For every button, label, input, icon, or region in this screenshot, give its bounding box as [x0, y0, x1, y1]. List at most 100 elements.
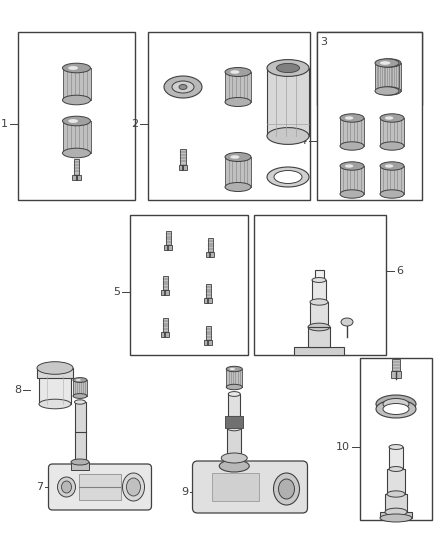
Ellipse shape: [61, 481, 71, 493]
Ellipse shape: [219, 460, 249, 472]
Bar: [391, 371, 401, 378]
Bar: [340, 118, 364, 146]
Ellipse shape: [71, 459, 89, 465]
Ellipse shape: [383, 403, 409, 415]
Ellipse shape: [228, 392, 240, 397]
Ellipse shape: [274, 171, 302, 183]
Bar: [74, 159, 79, 174]
Bar: [206, 252, 214, 257]
Text: 7: 7: [36, 482, 43, 492]
Bar: [208, 238, 212, 252]
Ellipse shape: [385, 508, 407, 516]
Bar: [226, 369, 242, 387]
Text: 5: 5: [113, 287, 120, 297]
Bar: [71, 462, 89, 470]
Ellipse shape: [389, 466, 403, 472]
Text: 8: 8: [14, 385, 21, 395]
Bar: [164, 245, 172, 250]
Ellipse shape: [375, 87, 399, 95]
Text: 2: 2: [131, 119, 138, 130]
Bar: [389, 447, 403, 469]
Text: 10: 10: [336, 442, 350, 452]
Bar: [130, 215, 248, 355]
Ellipse shape: [276, 63, 300, 72]
Ellipse shape: [273, 473, 300, 505]
Bar: [78, 474, 121, 500]
Bar: [377, 63, 401, 91]
Ellipse shape: [227, 425, 241, 431]
Ellipse shape: [127, 478, 141, 496]
Ellipse shape: [340, 142, 364, 150]
Ellipse shape: [123, 473, 145, 501]
Ellipse shape: [279, 479, 294, 499]
Ellipse shape: [63, 116, 91, 126]
Bar: [180, 149, 186, 165]
Ellipse shape: [230, 155, 240, 159]
Ellipse shape: [63, 95, 91, 105]
Ellipse shape: [267, 60, 309, 76]
Bar: [225, 416, 243, 428]
Ellipse shape: [340, 190, 364, 198]
Bar: [205, 326, 211, 340]
Bar: [73, 380, 87, 396]
Bar: [225, 72, 251, 102]
Ellipse shape: [267, 127, 309, 144]
Bar: [380, 166, 404, 194]
Bar: [162, 276, 167, 290]
Bar: [294, 347, 344, 355]
Bar: [18, 32, 135, 200]
Ellipse shape: [172, 81, 194, 93]
Ellipse shape: [37, 362, 73, 374]
Ellipse shape: [267, 167, 309, 187]
Ellipse shape: [308, 323, 330, 331]
Bar: [212, 473, 259, 501]
Bar: [380, 118, 404, 146]
Ellipse shape: [340, 114, 364, 122]
Ellipse shape: [226, 384, 242, 390]
Ellipse shape: [39, 399, 71, 409]
Ellipse shape: [68, 66, 78, 70]
Ellipse shape: [377, 59, 401, 67]
Text: 9: 9: [181, 487, 188, 497]
Ellipse shape: [74, 400, 85, 404]
Ellipse shape: [221, 453, 247, 463]
Bar: [340, 166, 364, 194]
Ellipse shape: [375, 59, 399, 67]
Ellipse shape: [380, 162, 404, 170]
Ellipse shape: [385, 164, 393, 168]
Text: 3: 3: [320, 37, 327, 47]
Bar: [392, 359, 400, 371]
Bar: [166, 231, 170, 245]
Bar: [312, 280, 326, 302]
Bar: [74, 402, 85, 462]
Ellipse shape: [63, 63, 91, 73]
Text: 6: 6: [396, 266, 403, 276]
Bar: [204, 340, 212, 345]
Bar: [314, 270, 324, 280]
Bar: [227, 428, 241, 458]
Ellipse shape: [340, 162, 364, 170]
Ellipse shape: [179, 85, 187, 90]
Bar: [310, 302, 328, 327]
Bar: [179, 165, 187, 170]
Bar: [380, 512, 412, 518]
Bar: [387, 469, 405, 494]
Ellipse shape: [377, 87, 401, 95]
Ellipse shape: [76, 379, 81, 381]
Ellipse shape: [57, 477, 75, 497]
Ellipse shape: [376, 395, 416, 413]
Bar: [385, 494, 407, 512]
Bar: [162, 318, 167, 332]
Ellipse shape: [230, 368, 235, 370]
Ellipse shape: [385, 116, 393, 120]
Bar: [204, 298, 212, 303]
Ellipse shape: [63, 148, 91, 158]
Bar: [205, 284, 211, 298]
Bar: [225, 157, 251, 187]
Ellipse shape: [382, 61, 390, 64]
Bar: [267, 68, 309, 136]
Ellipse shape: [345, 116, 353, 120]
Ellipse shape: [376, 400, 416, 418]
Ellipse shape: [230, 70, 240, 74]
Bar: [308, 327, 330, 347]
